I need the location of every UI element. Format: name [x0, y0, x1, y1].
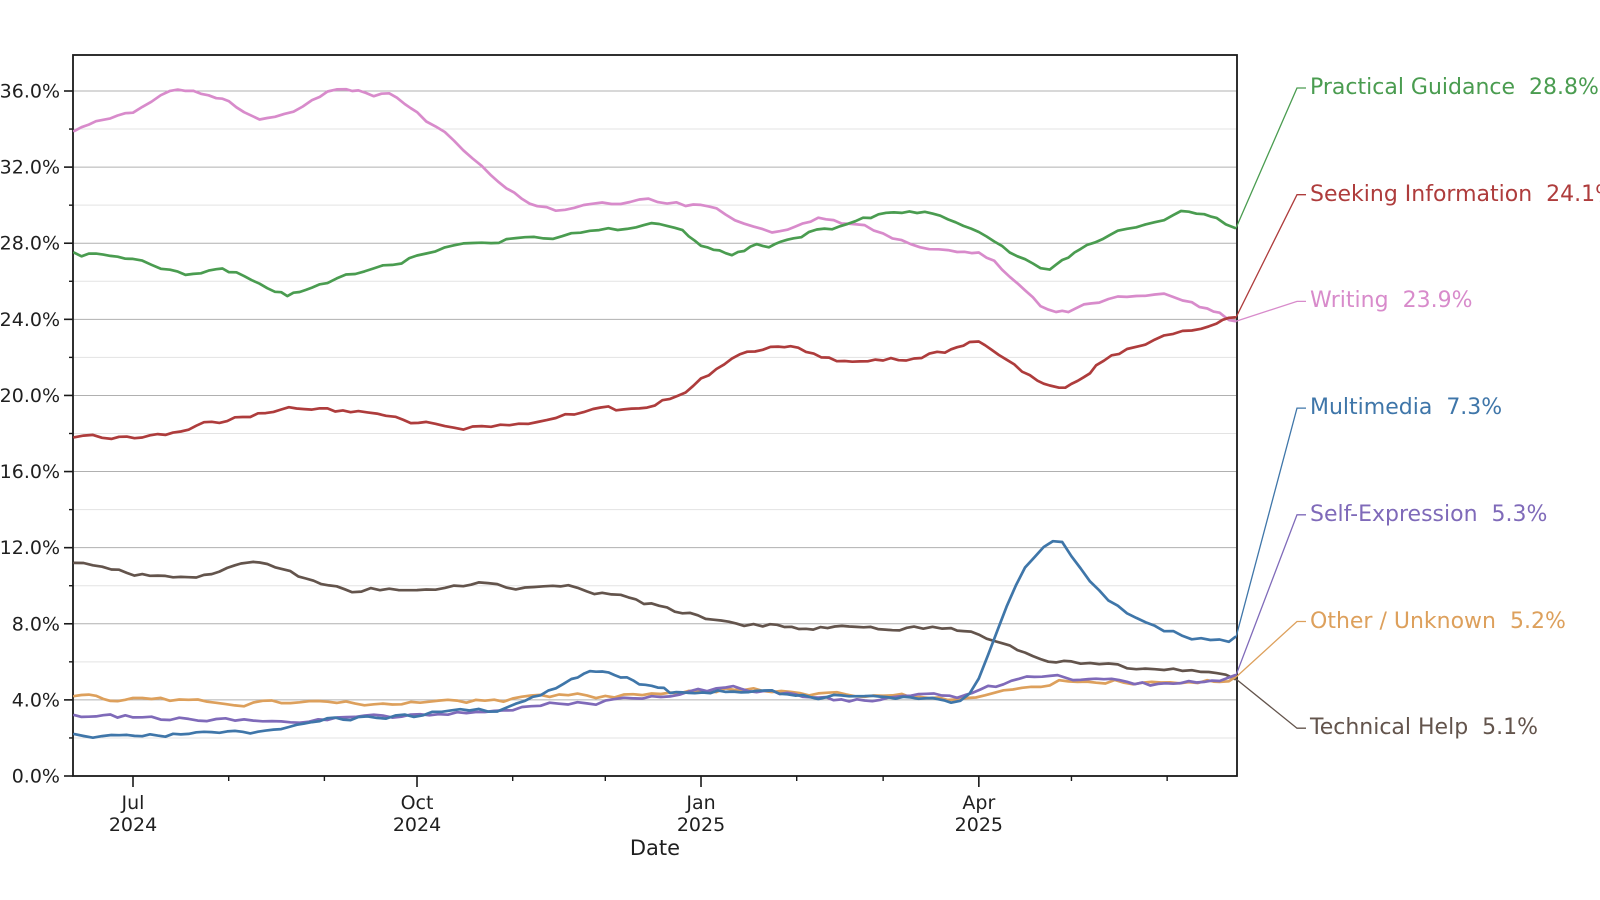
- series-line-seeking-information: [73, 316, 1237, 441]
- series-line-writing: [73, 87, 1237, 323]
- legend-series-name: Multimedia: [1310, 395, 1433, 421]
- x-tick-label-month: Jan: [685, 792, 715, 814]
- legend-series-value: 5.1%: [1482, 715, 1539, 741]
- x-tick-label-month: Oct: [401, 792, 434, 814]
- legend-series-name: Writing: [1310, 288, 1389, 314]
- y-tick-label: 24.0%: [0, 309, 60, 331]
- plot-frame: [72, 54, 1238, 777]
- series-line-multimedia: [73, 539, 1237, 740]
- y-tick-label: 36.0%: [0, 81, 60, 103]
- legend-leader-writing: [1235, 300, 1306, 322]
- series-line-other-unknown: [73, 675, 1237, 708]
- y-tick-label: 12.0%: [0, 537, 60, 559]
- legend-entry: Practical Guidance 28.8%: [1310, 73, 1599, 103]
- legend-entry: Self-Expression 5.3%: [1310, 500, 1547, 530]
- y-tick-label: 20.0%: [0, 385, 60, 407]
- x-tick-label-year: 2024: [109, 814, 157, 836]
- legend-leader-self-expression: [1235, 514, 1306, 676]
- y-tick-label: 32.0%: [0, 157, 60, 179]
- series-line-self-expression: [73, 673, 1237, 725]
- x-tick-label-year: 2025: [955, 814, 1003, 836]
- legend-leader-multimedia: [1235, 407, 1306, 638]
- legend-series-name: Seeking Information: [1310, 181, 1533, 207]
- x-axis-title: Date: [629, 836, 681, 860]
- legend-entry: Technical Help 5.1%: [1310, 713, 1538, 743]
- legend-series-value: 5.2%: [1510, 608, 1566, 634]
- legend-series-name: Self-Expression: [1310, 501, 1478, 527]
- y-tick-label: 16.0%: [0, 461, 60, 483]
- legend-entry: Multimedia 7.3%: [1310, 393, 1502, 423]
- legend-leader-seeking-information: [1235, 194, 1306, 318]
- legend-series-name: Technical Help: [1310, 715, 1469, 741]
- legend-series-value: 24.1%: [1546, 181, 1600, 207]
- legend-series-value: 7.3%: [1446, 395, 1503, 421]
- legend-series-value: 23.9%: [1402, 288, 1473, 314]
- legend-entry: Other / Unknown 5.2%: [1310, 607, 1566, 637]
- series-line-practical-guidance: [73, 209, 1237, 298]
- y-tick-label: 4.0%: [12, 689, 60, 711]
- legend-series-value: 5.3%: [1491, 501, 1548, 527]
- legend-series-value: 28.8%: [1529, 75, 1599, 100]
- x-tick-label-month: Apr: [962, 792, 995, 814]
- x-tick-label-year: 2025: [677, 814, 725, 836]
- x-tick-label-year: 2024: [393, 814, 441, 836]
- legend-leader-other-unknown: [1235, 620, 1306, 678]
- legend-leader-practical-guidance: [1235, 87, 1306, 229]
- y-tick-label: 28.0%: [0, 233, 60, 255]
- legend-leader-technical-help: [1235, 678, 1306, 729]
- legend-entry: Seeking Information 24.1%: [1310, 180, 1600, 210]
- legend-entry: Writing 23.9%: [1310, 286, 1472, 316]
- y-tick-label: 0.0%: [12, 766, 60, 788]
- x-tick-label-month: Jul: [121, 792, 145, 814]
- legend-series-name: Practical Guidance: [1310, 75, 1516, 100]
- series-line-technical-help: [73, 560, 1237, 681]
- legend-series-name: Other / Unknown: [1310, 608, 1496, 634]
- y-tick-label: 8.0%: [12, 613, 60, 635]
